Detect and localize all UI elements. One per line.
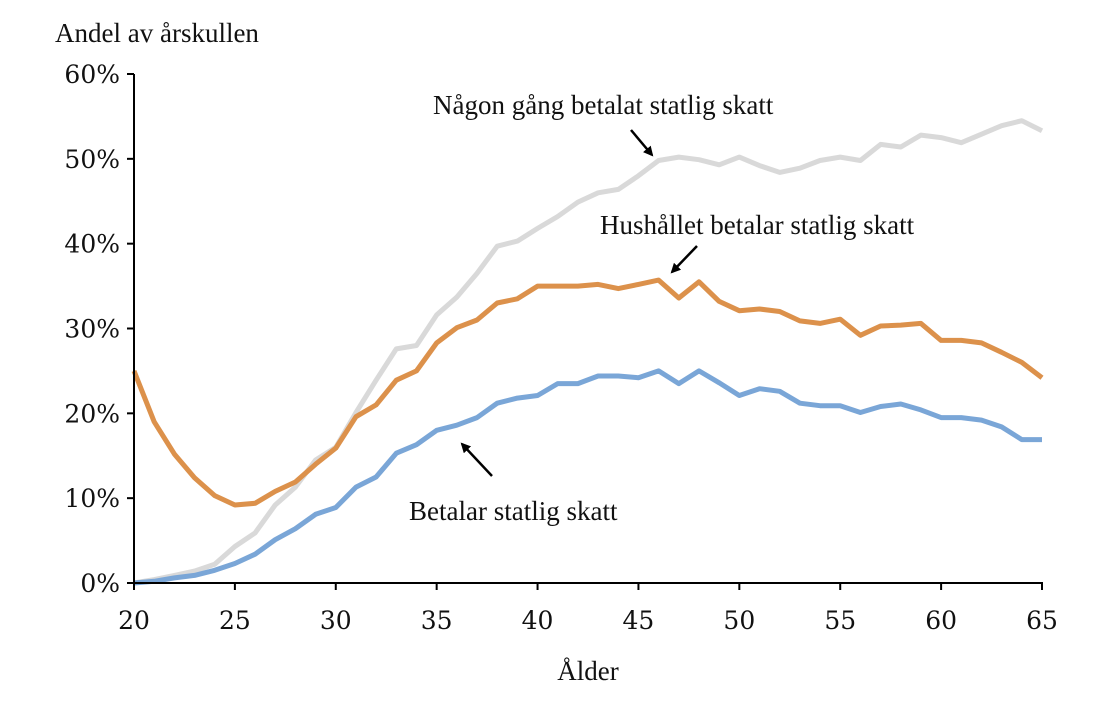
annotation-arrow-nagon [630,129,654,157]
x-tick-label: 65 [1026,606,1058,635]
y-tick-label: 40% [64,230,120,259]
y-tick-label: 30% [64,315,120,344]
annotation-arrow-hushallet [670,245,698,274]
annotation-layer: Någon gång betalat statlig skatt Hushålle… [409,90,915,526]
annotation-label-nagon: Någon gång betalat statlig skatt [433,90,774,120]
x-axis-title: Ålder [557,656,618,686]
y-tick-label: 50% [64,145,120,174]
series-layer [131,118,1044,586]
x-tick-label: 60 [925,606,957,635]
x-tick-label: 20 [118,606,150,635]
series-line-hushallet [131,277,1044,508]
annotation-label-hushallet: Hushållet betalar statlig skatt [600,210,915,240]
series-line-betalar [133,368,1042,586]
y-tick-label: 0% [80,569,120,598]
x-tick-label: 25 [219,606,251,635]
annotation-arrow-betalar [460,442,493,477]
x-tick-label: 35 [421,606,453,635]
x-tick-label: 50 [723,606,755,635]
x-tick-label: 45 [623,606,655,635]
y-tick-label: 20% [64,399,120,428]
y-tick-label: 60% [64,60,120,89]
y-tick-label: 10% [64,484,120,513]
annotation-label-betalar: Betalar statlig skatt [409,496,618,526]
series-line-nagon [133,118,1044,586]
x-tick-label: 40 [522,606,554,635]
x-tick-label: 30 [320,606,352,635]
x-tick-label: 55 [824,606,856,635]
axes-layer: 0% 10% 20% 30% 40% 50% 60% 20 25 30 35 40 45 50 55 60 65 [64,60,1057,635]
y-axis-title: Andel av årskullen [55,18,259,48]
